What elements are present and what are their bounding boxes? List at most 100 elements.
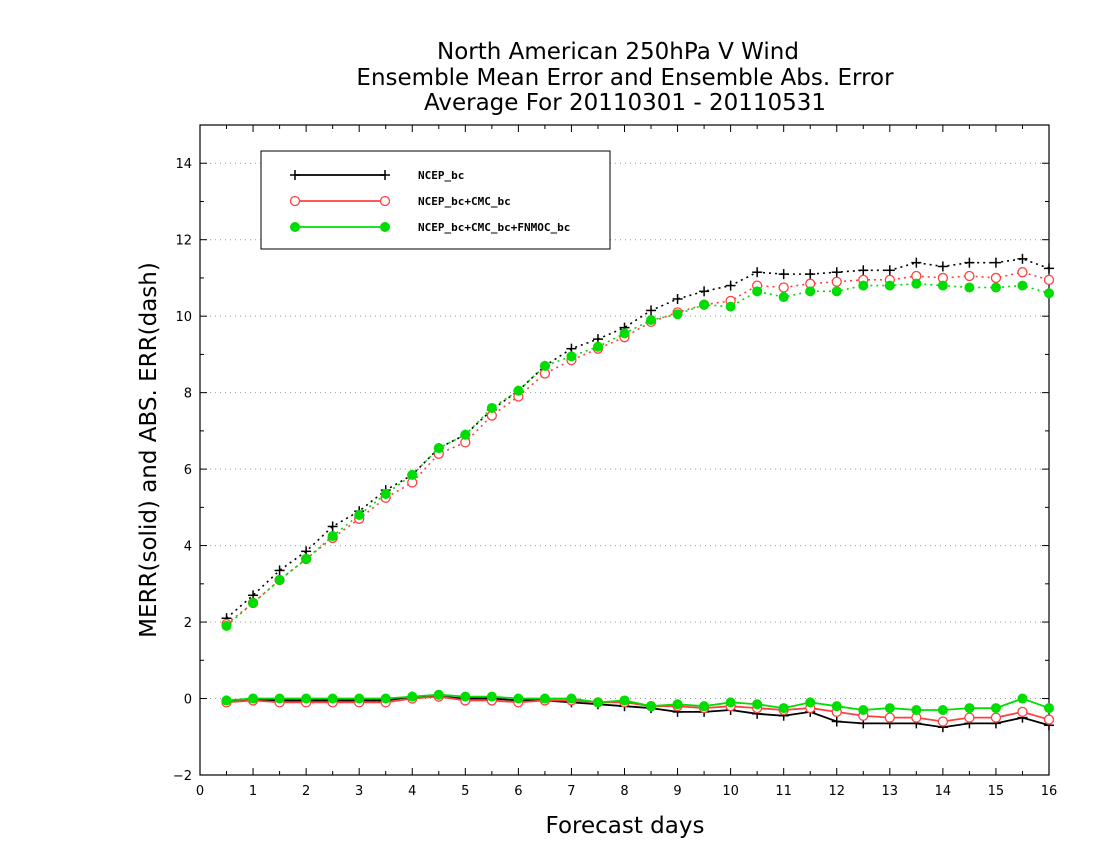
legend-marker (290, 222, 300, 232)
abs-err-point (380, 488, 391, 499)
abs-err-point (327, 521, 338, 532)
y-tick-label: 12 (175, 234, 192, 249)
mean-err-point (858, 705, 869, 715)
x-tick-label: 0 (196, 784, 204, 799)
title-line-1: North American 250hPa V Wind (437, 39, 799, 65)
y-tick-label: 14 (175, 157, 192, 172)
legend-marker (379, 195, 391, 207)
x-tick-label: 6 (514, 784, 522, 799)
x-tick-label: 4 (408, 784, 416, 799)
abs-err-point (592, 341, 603, 352)
grid (200, 162, 1049, 776)
mean-err-point (619, 695, 630, 706)
abs-err-point (778, 292, 789, 303)
mean-err-point (301, 693, 312, 704)
mean-err-point (725, 697, 736, 708)
mean-err-line (226, 695, 1050, 729)
abs-err-point (539, 360, 550, 371)
mean-err-point (460, 691, 471, 702)
legend-label: NCEP_bc (418, 169, 464, 182)
mean-err-point (672, 699, 683, 710)
mean-err-point (248, 693, 259, 704)
series-layer (221, 253, 1055, 733)
x-tick-label: 3 (355, 784, 363, 799)
abs-err-point (274, 565, 285, 576)
mean-err-point (221, 695, 232, 706)
abs-err-point (1043, 274, 1055, 286)
mean-err-point (937, 716, 949, 727)
x-tick-label: 5 (461, 784, 469, 799)
x-axis-ticks: 0 1 2 3 4 5 6 7 8 9 10 11 12 13 14 15 16 (196, 125, 1057, 799)
mean-err-point (486, 691, 497, 702)
abs-err-line (226, 258, 1050, 619)
abs-err-point (884, 265, 895, 276)
mean-err-point (911, 705, 922, 715)
series-1 (221, 253, 1054, 733)
series-3 (221, 278, 1054, 715)
abs-err-point (221, 620, 232, 631)
abs-err-point (699, 299, 710, 310)
abs-err-point (964, 257, 975, 268)
title-line-2: Ensemble Mean Error and Ensemble Abs. Er… (356, 65, 894, 91)
abs-err-point (884, 280, 895, 291)
mean-err-point (831, 701, 842, 712)
legend-marker (290, 170, 300, 180)
abs-err-point (699, 286, 710, 297)
abs-err-point (725, 301, 736, 312)
mean-err-point (566, 693, 577, 704)
abs-err-point (327, 531, 338, 542)
legend-marker (380, 222, 390, 232)
abs-err-point (1017, 267, 1028, 278)
mean-err-point (592, 697, 603, 708)
abs-err-point (964, 282, 975, 293)
y-tick-label: 0 (184, 693, 192, 708)
x-axis-label: Forecast days (546, 813, 705, 839)
abs-err-point (831, 286, 842, 297)
abs-err-point (1017, 253, 1028, 264)
mean-err-point (1044, 703, 1054, 714)
x-tick-label: 10 (722, 784, 739, 799)
abs-err-point (354, 510, 365, 520)
abs-err-point (672, 309, 683, 320)
abs-err-point (433, 443, 444, 454)
abs-err-point (486, 402, 497, 413)
x-tick-label: 16 (1041, 784, 1058, 799)
abs-err-line (226, 282, 1050, 627)
mean-err-point (964, 712, 975, 723)
x-tick-label: 8 (620, 784, 628, 799)
x-tick-label: 15 (988, 784, 1005, 799)
mean-err-point (380, 693, 391, 704)
y-tick-label: −2 (173, 769, 192, 784)
mean-err-point (699, 701, 710, 712)
abs-err-point (460, 429, 471, 440)
mean-err-point (778, 703, 789, 714)
abs-err-point (513, 385, 524, 396)
mean-err-point (1043, 714, 1055, 725)
abs-err-point (752, 286, 763, 297)
mean-err-point (1017, 706, 1028, 718)
abs-err-point (646, 305, 657, 316)
abs-err-point (990, 257, 1001, 268)
abs-err-point (725, 280, 736, 291)
mean-err-point (805, 697, 816, 708)
legend-label: NCEP_bc+CMC_bc+FNMOC_bc (418, 221, 570, 234)
abs-err-point (831, 267, 842, 278)
legend-marker (380, 170, 390, 180)
mean-err-point (539, 693, 550, 704)
mean-err-point (831, 716, 842, 727)
mean-err-point (884, 712, 895, 723)
abs-err-point (911, 278, 922, 289)
mean-err-point (1017, 693, 1028, 704)
y-axis-ticks: −2 0 2 4 6 8 10 12 14 (173, 157, 1049, 784)
abs-err-point (248, 597, 259, 608)
mean-err-point (354, 693, 365, 704)
mean-err-point (646, 701, 657, 712)
abs-err-point (990, 272, 1002, 284)
title-line-3: Average For 20110301 - 20110531 (424, 90, 826, 116)
mean-err-point (433, 689, 444, 700)
y-tick-label: 8 (184, 387, 192, 402)
abs-err-point (1044, 263, 1054, 274)
abs-err-point (937, 280, 948, 291)
abs-err-point (964, 270, 975, 282)
